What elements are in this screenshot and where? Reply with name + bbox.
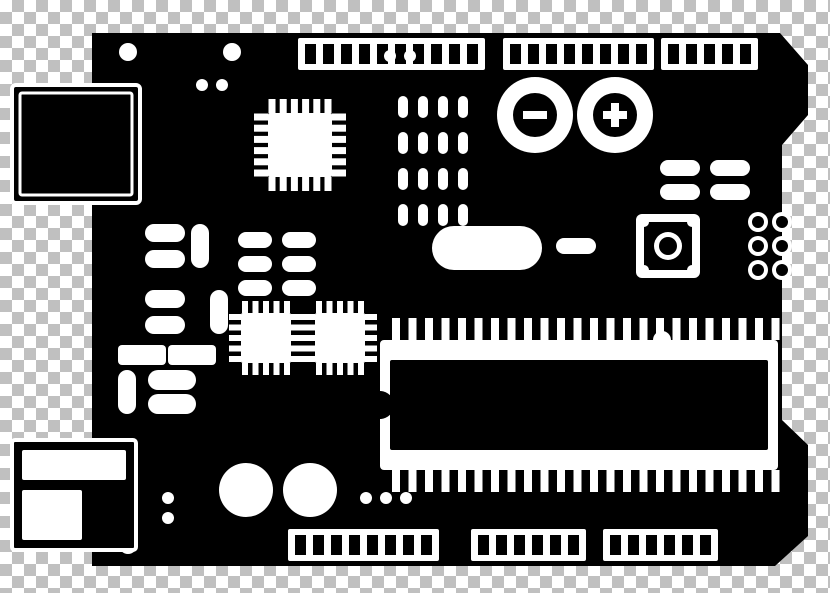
smd-component — [168, 345, 216, 365]
capacitor — [283, 463, 337, 517]
smd-component — [145, 290, 185, 308]
power-jack — [12, 440, 136, 550]
smd-component — [660, 184, 700, 200]
board-outline — [92, 33, 808, 566]
smd-component — [145, 224, 185, 242]
solder-pad — [384, 50, 396, 62]
smd-component — [238, 280, 272, 296]
smd-component — [148, 370, 196, 390]
solder-pad — [400, 492, 412, 504]
smd-component — [238, 232, 272, 248]
header-power — [288, 529, 439, 561]
smd-component — [148, 394, 196, 414]
smd-component — [118, 370, 136, 414]
solder-pad — [196, 79, 208, 91]
smd-component — [145, 316, 185, 334]
solder-pad — [162, 512, 174, 524]
smd-component — [710, 184, 750, 200]
smd-component — [282, 232, 316, 248]
smd-component — [282, 280, 316, 296]
mounting-hole — [119, 43, 137, 61]
smd-component — [191, 224, 209, 268]
smd-component — [282, 256, 316, 272]
solder-pad — [360, 492, 372, 504]
smd-component — [210, 290, 228, 334]
solder-pad — [404, 50, 416, 62]
solder-pad — [380, 492, 392, 504]
header-analog — [471, 529, 586, 561]
smd-component — [145, 250, 185, 268]
capacitor — [219, 463, 273, 517]
smd-component — [660, 160, 700, 176]
reset-button — [636, 214, 700, 278]
smd-component — [118, 345, 166, 365]
header-top-small — [661, 38, 758, 70]
header-bottom-small — [603, 529, 718, 561]
usb-connector — [12, 85, 140, 203]
solder-pad — [162, 492, 174, 504]
mounting-hole — [223, 43, 241, 61]
arduino-board-diagram — [0, 0, 830, 593]
chip-atmega328 — [380, 318, 780, 492]
solder-pad — [216, 79, 228, 91]
header-digital-b — [503, 38, 654, 70]
smd-component — [238, 256, 272, 272]
smd-component — [710, 160, 750, 176]
crystal-oscillator — [432, 226, 542, 270]
smd-component — [556, 238, 596, 254]
